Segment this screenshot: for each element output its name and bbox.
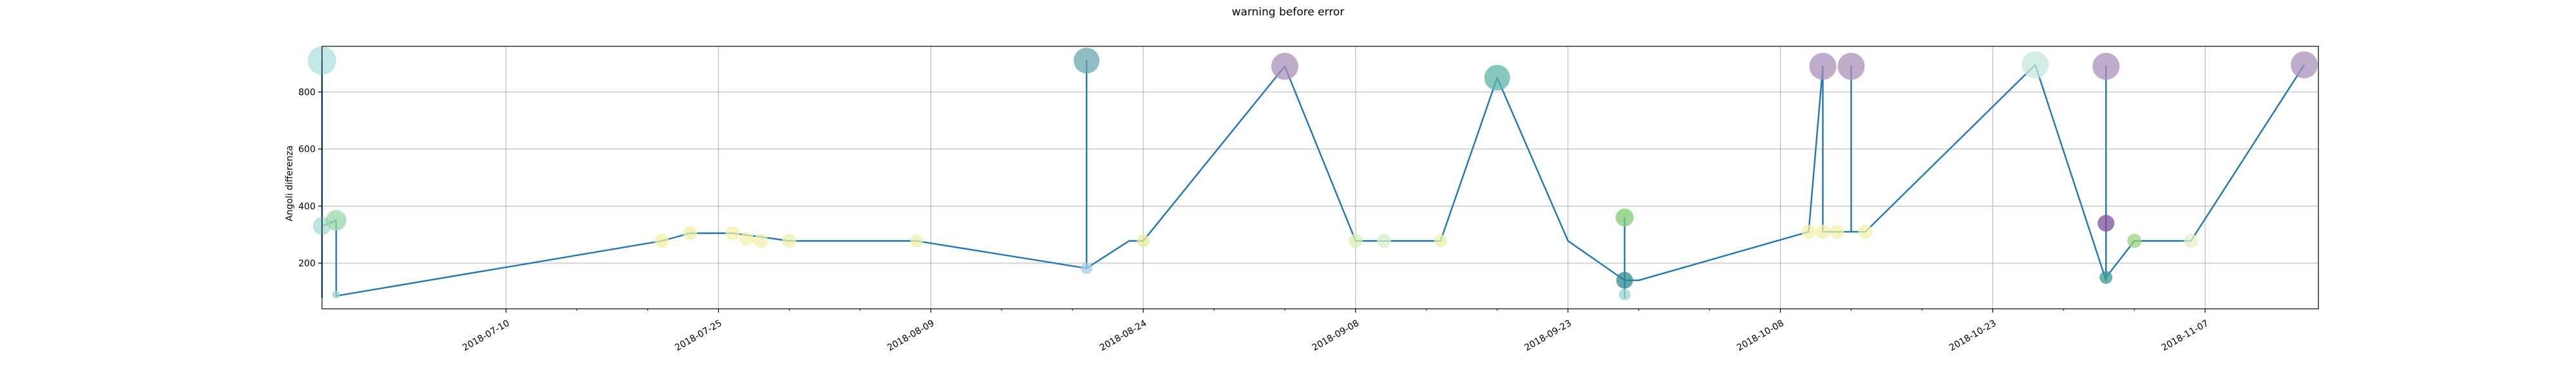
axis-ticks: 2018-07-10 2018-07-25 2018-08-09 2018-08-24… (298, 87, 2210, 353)
data-point (683, 226, 697, 241)
data-point (1348, 234, 1363, 248)
x-tick-label: 2018-07-10 (461, 318, 511, 354)
data-point (1618, 288, 1631, 300)
data-point (1615, 208, 1634, 227)
y-tick-label: 400 (298, 201, 316, 212)
data-point (910, 234, 923, 248)
x-tick-label: 2018-10-23 (1947, 318, 1998, 354)
data-point (1376, 234, 1391, 248)
data-points (308, 46, 2318, 300)
series-polyline (321, 59, 2306, 299)
data-point (1616, 271, 1633, 289)
data-point (1830, 225, 1844, 239)
y-tick-label: 800 (298, 87, 316, 98)
data-point (1809, 53, 1837, 80)
data-point (2127, 234, 2142, 248)
series-line (321, 59, 2306, 299)
data-point (1271, 53, 1299, 80)
data-point (325, 210, 346, 231)
data-point (1815, 225, 1830, 239)
data-point (1137, 234, 1150, 248)
x-tick-label: 2018-08-09 (886, 318, 936, 354)
data-point (2098, 214, 2115, 232)
data-point (2291, 51, 2318, 78)
data-point (1837, 53, 1865, 80)
x-tick-label: 2018-07-25 (673, 318, 723, 354)
data-point (654, 234, 669, 248)
x-tick-label: 2018-09-08 (1311, 318, 1361, 354)
data-point (725, 226, 740, 241)
data-point (2099, 271, 2113, 284)
data-point (739, 232, 754, 246)
y-tick-label: 200 (298, 259, 316, 269)
data-point (1858, 225, 1873, 239)
x-tick-label: 2018-08-24 (1098, 318, 1149, 353)
y-axis-label: Angoli differenza (285, 145, 295, 221)
y-tick-label: 600 (298, 145, 316, 155)
x-tick-label: 2018-09-23 (1523, 318, 1573, 354)
data-point (1801, 225, 1816, 239)
data-point (1074, 48, 1100, 74)
data-point (2184, 234, 2199, 248)
plot-frame (321, 46, 2319, 309)
data-point (2092, 53, 2120, 80)
data-point (2022, 51, 2049, 78)
x-tick-label: 2018-11-07 (2160, 318, 2210, 354)
data-point (1434, 234, 1447, 248)
data-point (782, 234, 797, 248)
grid (322, 46, 2318, 309)
data-point (332, 290, 340, 299)
x-tick-label: 2018-10-08 (1735, 318, 1785, 354)
data-point (1081, 262, 1093, 275)
chart-title: warning before error (1232, 6, 1345, 19)
data-point (1484, 64, 1510, 91)
data-point (753, 234, 768, 248)
